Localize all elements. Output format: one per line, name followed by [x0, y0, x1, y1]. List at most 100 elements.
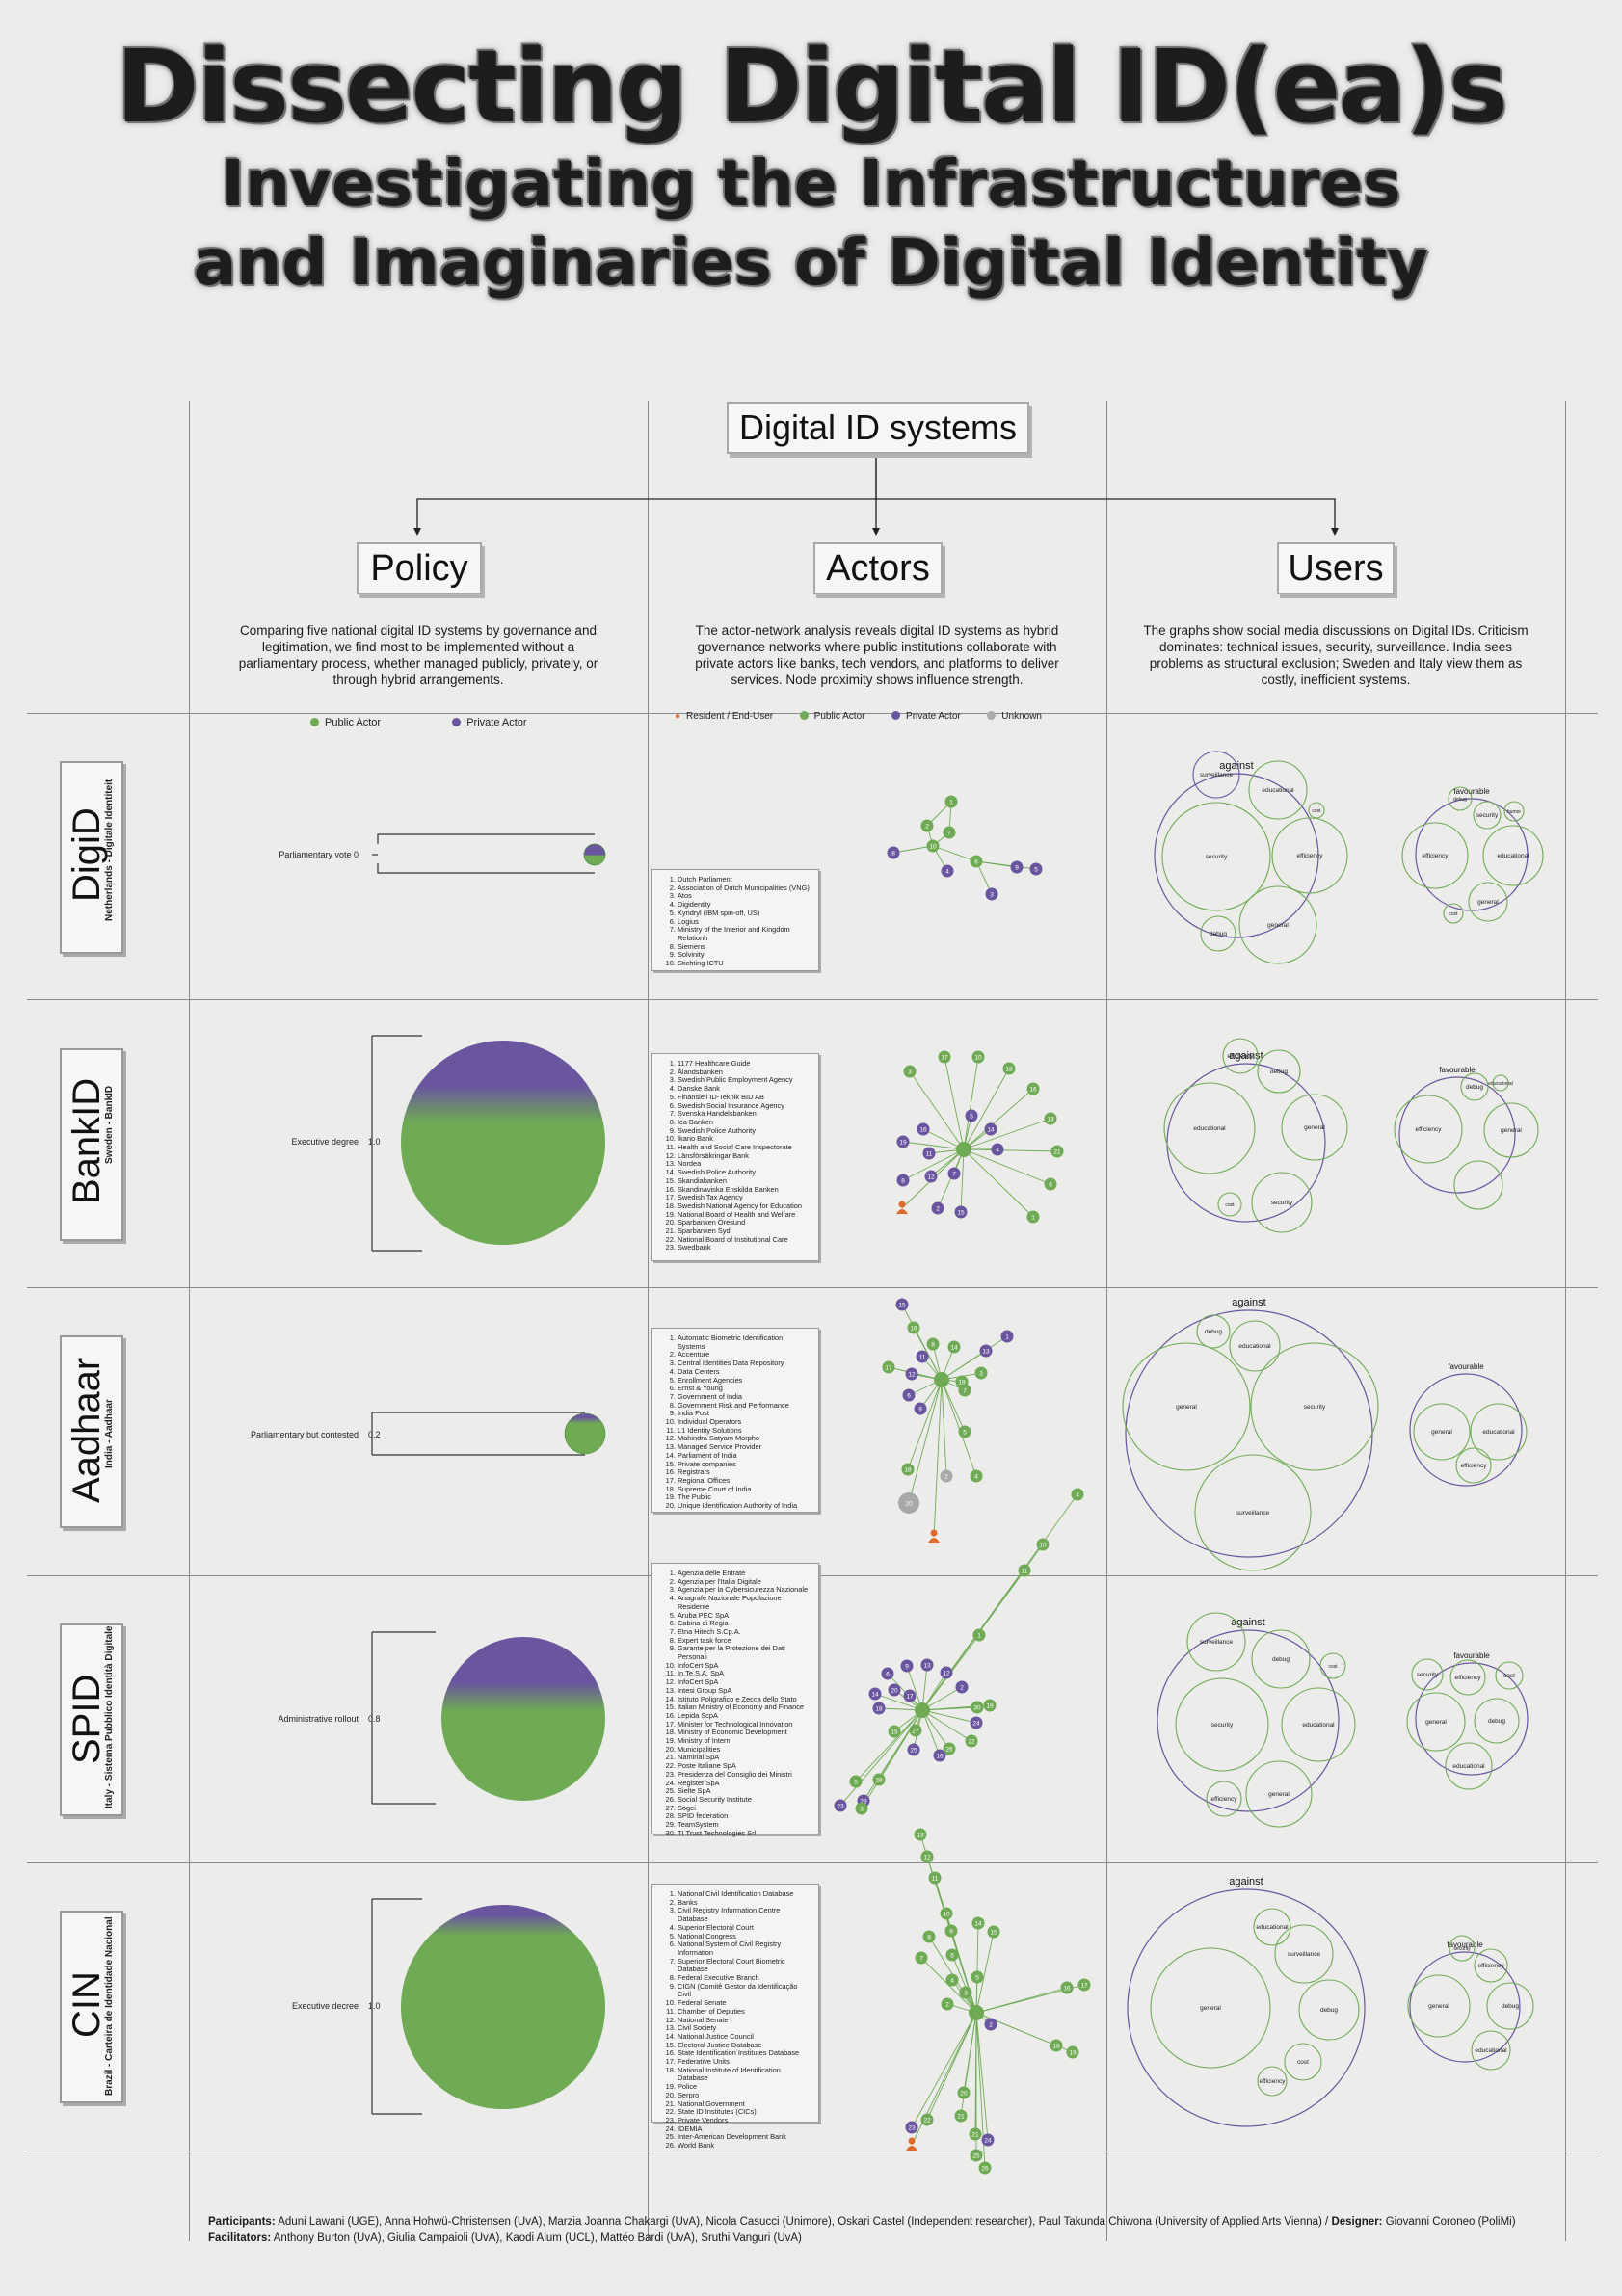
network-node-label: 9 [1015, 865, 1019, 872]
bubble-group-label: against [1229, 1876, 1263, 1887]
network-node-label: 15 [898, 1303, 906, 1309]
actor-list-item: Swedbank [678, 1244, 811, 1253]
actor-list-item: Parliament of India [678, 1451, 811, 1461]
network-node [920, 2113, 934, 2126]
network-node-label: 17 [885, 1365, 892, 1372]
actor-list-item: L1 Identity Solutions [678, 1426, 811, 1436]
network-node-label: 12 [908, 1372, 916, 1379]
actor-list-aadhaar: Automatic Biometric Identification Syste… [651, 1328, 819, 1513]
topic-bubble-label: debug [1488, 1718, 1505, 1725]
network-node-label: 18 [875, 1706, 883, 1713]
topic-bubble [1474, 1948, 1508, 1983]
topic-bubble [1200, 915, 1236, 952]
network-node [903, 1689, 917, 1702]
legend-public-dot [799, 711, 809, 720]
network-node-label: 25 [972, 2153, 980, 2160]
legend-private-dot [452, 718, 462, 726]
topic-bubble-label: surveillance [1236, 1510, 1270, 1517]
actor-list-item: Etna Hitech S.Cp.A. [678, 1627, 811, 1637]
topic-bubble [1468, 882, 1508, 922]
actor-list-item: Agenzia per l'Italia Digitale [678, 1577, 811, 1587]
topic-bubble [1206, 1781, 1242, 1817]
network-node-label: 6 [950, 1953, 954, 1960]
network-node [907, 1743, 920, 1756]
header-tree [413, 453, 1339, 536]
actor-list-item: National Board of Institutional Care [678, 1235, 811, 1245]
bubble-container [1154, 773, 1319, 938]
actor-list-item: National Justice Council [678, 2032, 811, 2042]
topic-bubble-label: security [1206, 854, 1228, 860]
network-edge [907, 1379, 943, 1470]
network-node-label: 29 [860, 1799, 867, 1806]
topic-bubble-label: efficiency [1455, 1675, 1482, 1681]
network-edge [906, 1665, 923, 1711]
actor-list-item: Ålandsbanken [678, 1068, 811, 1077]
actor-list-item: In.Te.S.A. SpA [678, 1670, 811, 1678]
network-edge [960, 1148, 965, 1213]
network-node-label: 3 [979, 1371, 983, 1378]
topic-bubble [1163, 1082, 1256, 1174]
topic-bubble [1495, 1661, 1524, 1690]
actor-list-item: Government Risk and Performance [678, 1401, 811, 1411]
column-label-policy: Policy [357, 542, 482, 594]
topic-bubble-label: educational [1488, 1081, 1513, 1087]
policy-value-cin: 1.0 [368, 2001, 381, 2011]
poster-title: Dissecting Digital ID(ea)s Investigating… [0, 29, 1622, 303]
row-label-spid: SPID Italy - Sistema Pubblico Identità D… [60, 1623, 123, 1816]
bubble-container [1409, 1951, 1521, 2063]
network-edge [941, 1379, 966, 1433]
network-node [978, 2161, 992, 2175]
user-node-icon [906, 2146, 917, 2151]
network-node-label: 20 [905, 1501, 913, 1508]
topic-bubble [1284, 2043, 1322, 2081]
actor-list-item: Private companies [678, 1460, 811, 1469]
topic-bubble [1257, 1049, 1301, 1094]
bubble-container [1415, 1662, 1529, 1776]
network-node-label: 20 [960, 2091, 968, 2098]
actor-list-item: Lepida ScpA [678, 1711, 811, 1721]
network-edge [874, 1693, 923, 1711]
network-node [969, 2127, 982, 2141]
topic-bubble-label: efficiency [1297, 853, 1324, 859]
network-edge [839, 1709, 923, 1807]
network-node [1044, 1112, 1057, 1125]
network-node [898, 1492, 919, 1514]
network-node-label: 16 [1063, 1986, 1071, 1993]
network-node [941, 864, 954, 878]
topic-bubble [1122, 1342, 1251, 1471]
network-edge [941, 1379, 947, 1477]
network-edge [951, 1954, 977, 2014]
grid-line [27, 713, 1598, 714]
network-node-label: 5 [970, 1114, 973, 1121]
network-node-label: 8 [901, 1178, 905, 1185]
grid-line [27, 1862, 1598, 1863]
network-edge [908, 1379, 943, 1504]
network-node [971, 1916, 985, 1930]
network-edge [920, 1957, 977, 2014]
bubble-group-label: favourable [1447, 1940, 1483, 1949]
network-node-label: 17 [1080, 1983, 1088, 1990]
topic-bubble-label: efficiency [1228, 1053, 1255, 1060]
topic-bubble-label: debug [1272, 1656, 1290, 1663]
topic-bubble-label: cost [1503, 1673, 1515, 1679]
network-edge [975, 1931, 995, 2014]
topic-bubble-label: debug [1320, 2007, 1338, 2014]
network-node [1044, 1177, 1057, 1191]
network-node-label: 28 [875, 1778, 883, 1784]
policy-description: Comparing five national digital ID syste… [238, 623, 598, 687]
actor-list-bankid: 1177 Healthcare GuideÅlandsbankenSwedish… [651, 1053, 819, 1261]
topic-bubble-label: general [1268, 1791, 1290, 1798]
actor-list-item: Ministry of Intern [678, 1736, 811, 1746]
network-node [933, 1749, 946, 1762]
actor-list-item: Kyndryl (IBM spin-off, US) [678, 909, 811, 918]
topic-bubble-label: general [1431, 1429, 1452, 1436]
actor-list-item: Länsförsäkringar Bank [678, 1151, 811, 1161]
topic-bubble-label: educational [1302, 1722, 1335, 1729]
network-node-label: 7 [947, 831, 951, 837]
actor-list-item: Mahindra Satyam Morpho [678, 1435, 811, 1443]
topic-bubble [1298, 1979, 1360, 2041]
users-favourable-2: favourable general educational efficiency [1409, 1362, 1528, 1487]
network-node-label: 7 [919, 1956, 923, 1963]
